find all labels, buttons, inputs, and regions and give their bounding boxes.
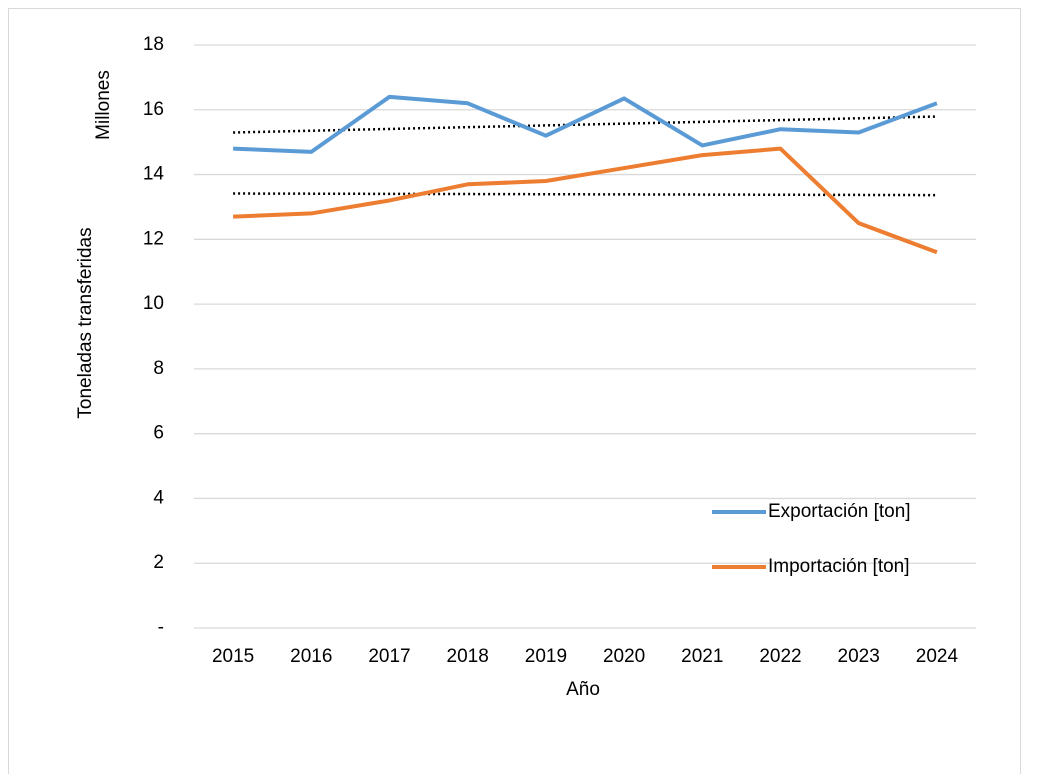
legend-label: Importación [ton]	[768, 556, 910, 577]
x-axis-title: Año	[566, 679, 600, 700]
x-tick-label: 2015	[212, 646, 254, 667]
x-tick-label: 2016	[290, 646, 332, 667]
y-tick-label: 10	[143, 293, 164, 314]
x-tick-label: 2022	[759, 646, 801, 667]
y-unit-label: Millones	[93, 70, 114, 140]
y-tick-label: 12	[143, 228, 164, 249]
y-tick-label: 18	[143, 34, 164, 55]
y-tick-label: 14	[143, 164, 165, 185]
y-tick-label: -	[158, 617, 164, 638]
series-line	[233, 146, 938, 255]
x-tick-label: 2017	[368, 646, 410, 667]
y-tick-label: 16	[143, 99, 164, 120]
y-axis-title: Toneladas transferidas	[75, 227, 96, 418]
x-tick-label: 2020	[603, 646, 645, 667]
x-tick-label: 2018	[447, 646, 489, 667]
y-tick-label: 6	[153, 423, 164, 444]
x-tick-label: 2023	[838, 646, 880, 667]
trendline	[233, 115, 937, 134]
y-tick-label: 2	[153, 552, 164, 573]
trendline	[233, 192, 937, 197]
y-tick-label: 4	[153, 487, 164, 508]
legend-label: Exportación [ton]	[768, 501, 911, 522]
x-tick-label: 2024	[916, 646, 959, 667]
x-tick-label: 2019	[525, 646, 567, 667]
series-line	[233, 94, 938, 154]
x-tick-label: 2021	[681, 646, 723, 667]
y-tick-label: 8	[153, 358, 164, 379]
